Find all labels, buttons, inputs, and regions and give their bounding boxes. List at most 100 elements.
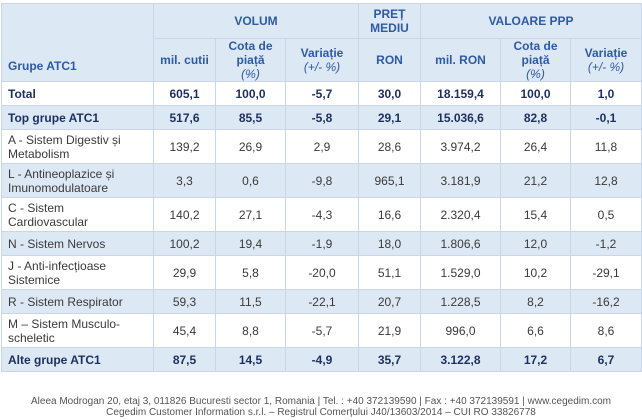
- row-label: R - Sistem Respirator: [1, 289, 154, 314]
- value-cell: 45,4: [153, 313, 216, 348]
- unit-suffix: (%): [241, 67, 260, 81]
- value-cell: 2,9: [285, 129, 359, 164]
- value-cell: 26,9: [215, 129, 286, 164]
- value-cell: 28,6: [358, 129, 421, 164]
- value-cell: -16,2: [569, 289, 642, 314]
- value-cell: 517,6: [153, 105, 216, 130]
- value-cell: 21,9: [358, 313, 421, 348]
- table-row: L - Antineoplazice și Imunomodulatoare 3,…: [1, 163, 642, 198]
- value-cell: 16,6: [358, 197, 421, 232]
- row-label: N - Sistem Nervos: [1, 231, 154, 256]
- row-label: A - Sistem Digestiv și Metabolism: [1, 129, 154, 164]
- footer: Aleea Modrogan 20, etaj 3, 011826 Bucure…: [0, 396, 642, 418]
- value-cell: 17,2: [500, 347, 571, 372]
- value-cell: 1.228,5: [420, 289, 501, 314]
- table-row: J - Anti-infecțioase Sistemice 29,9 5,8 -20…: [1, 255, 642, 290]
- row-label: Total: [1, 81, 154, 106]
- group-header: VOLUM: [153, 3, 359, 39]
- unit-text: Cota de piață: [513, 39, 558, 67]
- value-cell: 19,4: [215, 231, 286, 256]
- unit-suffix: (%): [526, 67, 545, 81]
- value-cell: 605,1: [153, 81, 216, 106]
- value-cell: 27,1: [215, 197, 286, 232]
- unit-text: mil. cutii: [160, 53, 209, 67]
- value-cell: 5,8: [215, 255, 286, 290]
- value-cell: 3,3: [153, 163, 216, 198]
- row-label: J - Anti-infecțioase Sistemice: [1, 255, 154, 290]
- value-cell: 2.320,4: [420, 197, 501, 232]
- value-cell: -5,7: [285, 313, 359, 348]
- value-cell: -4,3: [285, 197, 359, 232]
- unit-header: mil. cutii: [153, 38, 216, 82]
- value-cell: 35,7: [358, 347, 421, 372]
- value-cell: -1,9: [285, 231, 359, 256]
- table-row: Alte grupe ATC1 87,5 14,5 -4,9 35,7 3.122,8 17…: [1, 347, 642, 372]
- value-cell: 51,1: [358, 255, 421, 290]
- value-cell: 11,5: [215, 289, 286, 314]
- value-cell: 3.974,2: [420, 129, 501, 164]
- unit-text: Variație: [300, 46, 344, 60]
- table-row: C - Sistem Cardiovascular 140,2 27,1 -4,3 16…: [1, 197, 642, 232]
- unit-text: mil. RON: [435, 53, 486, 67]
- data-table: Grupe ATC1 VOLUM PREȚ MEDIU VALOARE PPP mil.…: [1, 3, 642, 372]
- value-cell: 8,8: [215, 313, 286, 348]
- value-cell: -20,0: [285, 255, 359, 290]
- unit-header: Cota de piață (%): [215, 38, 286, 82]
- value-cell: 18.159,4: [420, 81, 501, 106]
- header-row: Grupe ATC1 VOLUM PREȚ MEDIU VALOARE PPP: [1, 3, 642, 82]
- value-cell: 11,8: [569, 129, 642, 164]
- value-cell: 6,6: [500, 313, 571, 348]
- value-cell: -4,9: [285, 347, 359, 372]
- value-cell: 965,1: [358, 163, 421, 198]
- table-header: Grupe ATC1 VOLUM PREȚ MEDIU VALOARE PPP mil.…: [1, 3, 642, 82]
- value-cell: 21,2: [500, 163, 571, 198]
- value-cell: 14,5: [215, 347, 286, 372]
- row-label: Alte grupe ATC1: [1, 347, 154, 372]
- table-row: M – Sistem Musculo-scheletic 45,4 8,8 -5,7 2…: [1, 313, 642, 348]
- value-cell: 100,0: [500, 81, 571, 106]
- unit-text: RON: [376, 53, 403, 67]
- value-cell: 15,4: [500, 197, 571, 232]
- table-row: Total 605,1 100,0 -5,7 30,0 18.159,4 100,0 1,0: [1, 81, 642, 106]
- value-cell: 100,0: [215, 81, 286, 106]
- value-cell: 82,8: [500, 105, 571, 130]
- table-row: N - Sistem Nervos 100,2 19,4 -1,9 18,0 1.806,…: [1, 231, 642, 256]
- value-cell: 1.806,6: [420, 231, 501, 256]
- value-cell: 139,2: [153, 129, 216, 164]
- value-cell: 100,2: [153, 231, 216, 256]
- value-cell: -22,1: [285, 289, 359, 314]
- row-label: Top grupe ATC1: [1, 105, 154, 130]
- value-cell: 20,7: [358, 289, 421, 314]
- value-cell: 996,0: [420, 313, 501, 348]
- value-cell: 0,5: [569, 197, 642, 232]
- table-row: Top grupe ATC1 517,6 85,5 -5,8 29,1 15.036,6 8…: [1, 105, 642, 130]
- value-cell: -9,8: [285, 163, 359, 198]
- unit-suffix: (+/- %): [587, 60, 625, 74]
- value-cell: 8,6: [569, 313, 642, 348]
- value-cell: 85,5: [215, 105, 286, 130]
- value-cell: -1,2: [569, 231, 642, 256]
- value-cell: 10,2: [500, 255, 571, 290]
- row-label: M – Sistem Musculo-scheletic: [1, 313, 154, 348]
- value-cell: 18,0: [358, 231, 421, 256]
- value-cell: 30,0: [358, 81, 421, 106]
- group-header: VALOARE PPP: [419, 3, 642, 39]
- value-cell: 6,7: [569, 347, 642, 372]
- unit-header: Cota de piață (%): [500, 38, 571, 82]
- value-cell: -29,1: [569, 255, 642, 290]
- value-cell: 29,9: [153, 255, 216, 290]
- unit-header: RON: [358, 38, 421, 82]
- value-cell: 29,1: [358, 105, 421, 130]
- value-cell: 3.181,9: [420, 163, 501, 198]
- value-cell: -5,7: [285, 81, 359, 106]
- value-cell: 3.122,8: [420, 347, 501, 372]
- value-cell: -5,8: [285, 105, 359, 130]
- value-cell: 0,6: [215, 163, 286, 198]
- table-row: R - Sistem Respirator 59,3 11,5 -22,1 20,7 1.…: [1, 289, 642, 314]
- value-cell: 140,2: [153, 197, 216, 232]
- unit-text: Variație: [584, 46, 628, 60]
- value-cell: 12,8: [569, 163, 642, 198]
- unit-header: mil. RON: [420, 38, 501, 82]
- value-cell: 87,5: [153, 347, 216, 372]
- header-row: mil. cutii Cota de piață (%) Variație (+/- %…: [2, 38, 642, 82]
